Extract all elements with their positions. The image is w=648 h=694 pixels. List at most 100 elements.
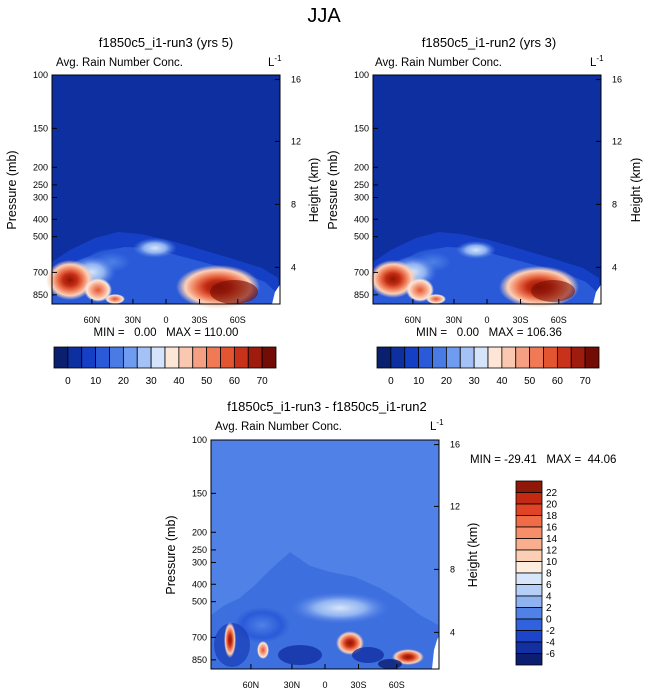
y-tick-label: 850	[192, 655, 207, 665]
y-right-tick-label: 16	[612, 75, 622, 85]
heatmap-feature	[352, 647, 384, 663]
heatmap-feature	[257, 641, 269, 659]
y-tick-label: 400	[354, 214, 369, 224]
colorbar-tick-label: 6	[546, 580, 552, 591]
colorbar-swatch	[53, 346, 69, 369]
colorbar-swatch	[459, 346, 475, 369]
colorbar-swatch	[515, 584, 543, 597]
colorbar-tick-label: -4	[546, 638, 555, 649]
units-label: L-1	[430, 418, 444, 433]
y-axis-right: 16 12 8 4	[434, 440, 460, 637]
units-label: L-1	[268, 54, 282, 69]
panel-run2: f1850c5_i1-run2 (yrs 3) Avg. Rain Number…	[326, 35, 643, 387]
y-tick-label: 100	[354, 70, 369, 80]
colorbar-swatch	[206, 346, 221, 369]
y-tick-label: 150	[354, 123, 369, 133]
x-axis: 60N 30N 0 30S 60S	[405, 299, 567, 325]
colorbar-swatch	[515, 630, 543, 643]
y-tick-label: 200	[33, 162, 48, 172]
colorbar-tick-label: 30	[469, 376, 481, 387]
heatmap-feature	[224, 622, 236, 658]
colorbar-swatch	[529, 346, 544, 369]
colorbar-swatch	[501, 346, 517, 369]
y-tick-label: 400	[33, 214, 48, 224]
heatmap-feature	[336, 631, 364, 655]
y-tick-label: 700	[354, 267, 369, 277]
colorbar-swatch	[178, 346, 194, 369]
terrain-mask	[432, 636, 439, 669]
colorbar-swatch	[515, 538, 543, 551]
colorbar-swatch	[543, 346, 558, 369]
panel-title: f1850c5_i1-run3 - f1850c5_i1-run2	[227, 399, 426, 414]
colorbar-swatch	[432, 346, 447, 369]
colorbar-swatch	[515, 526, 543, 539]
colorbar-swatch	[390, 346, 406, 369]
colorbar-tick-label: 10	[546, 557, 558, 568]
heatmap-feature	[531, 280, 575, 302]
x-axis: 60N 30N 0 30S 60S	[243, 664, 405, 690]
colorbar-swatch	[261, 346, 277, 369]
x-tick-label: 60S	[230, 315, 246, 325]
heatmap-feature	[392, 649, 424, 665]
panel-title: f1850c5_i1-run2 (yrs 3)	[422, 35, 556, 50]
colorbar-tick-label: 20	[441, 376, 453, 387]
colorbar-tick-label: 60	[552, 376, 564, 387]
colorbar-tick-label: 8	[546, 569, 552, 580]
colorbar-swatch	[473, 346, 489, 369]
y-tick-label: 850	[33, 290, 48, 300]
colorbar-swatch	[515, 480, 543, 493]
y-tick-label: 300	[33, 193, 48, 203]
colorbar-swatch	[515, 618, 543, 631]
colorbar-swatch	[192, 346, 208, 369]
y-right-tick-label: 4	[291, 262, 296, 272]
colorbar-tick-label: 0	[65, 376, 71, 387]
heatmap-feature	[105, 294, 125, 304]
y-right-tick-label: 4	[612, 262, 617, 272]
y-tick-label: 700	[33, 267, 48, 277]
y-axis-label-right: Height (km)	[466, 523, 480, 588]
colorbar-tick-label: 40	[496, 376, 508, 387]
panel-subtitle: Avg. Rain Number Conc.	[375, 57, 502, 69]
y-tick-label: 400	[192, 579, 207, 589]
panel-subtitle: Avg. Rain Number Conc.	[56, 57, 183, 69]
y-tick-label: 100	[33, 70, 48, 80]
heatmap-feature	[210, 280, 258, 304]
y-axis-left: 100 150 200 250 300 400 500 700 850	[33, 70, 57, 300]
y-tick-label: 500	[192, 597, 207, 607]
y-right-tick-label: 8	[450, 564, 455, 574]
colorbar-swatch	[122, 346, 138, 369]
colorbar-tick-label: 10	[90, 376, 102, 387]
heatmap-plot-area	[369, 74, 602, 308]
heatmap-feature	[426, 294, 446, 304]
x-tick-label: 30S	[192, 315, 208, 325]
panel-run3: f1850c5_i1-run3 (yrs 5) Avg. Rain Number…	[5, 35, 321, 387]
colorbar-tick-label: 18	[546, 511, 558, 522]
x-tick-label: 60N	[405, 315, 422, 325]
colorbar-swatch	[515, 653, 543, 666]
terrain-mask	[272, 284, 280, 304]
y-tick-label: 500	[33, 232, 48, 242]
heatmap-feature	[234, 607, 290, 643]
colorbar-swatch	[81, 346, 97, 369]
colorbar-swatch	[95, 346, 110, 369]
colorbar-tick-label: -6	[546, 649, 555, 660]
colorbar-tick-label: 0	[388, 376, 394, 387]
x-tick-label: 60S	[551, 315, 567, 325]
stats-label: MIN = -29.41 MAX = 44.06	[470, 454, 616, 466]
colorbar-swatch	[67, 346, 83, 369]
y-right-tick-label: 12	[612, 136, 622, 146]
x-tick-label: 30N	[446, 315, 463, 325]
y-tick-label: 200	[192, 527, 207, 537]
colorbar: 0 10 20 30 40 50 60 70	[53, 346, 277, 387]
colorbar-swatch	[150, 346, 166, 369]
y-tick-label: 250	[33, 180, 48, 190]
y-tick-label: 250	[354, 180, 369, 190]
heatmap-feature	[406, 278, 434, 302]
colorbar-tick-label: 70	[580, 376, 592, 387]
colorbar-tick-label: 4	[546, 592, 552, 603]
colorbar-swatch	[556, 346, 572, 369]
y-tick-label: 150	[192, 488, 207, 498]
heatmap-feature	[84, 278, 112, 302]
colorbar-swatch	[515, 492, 543, 505]
